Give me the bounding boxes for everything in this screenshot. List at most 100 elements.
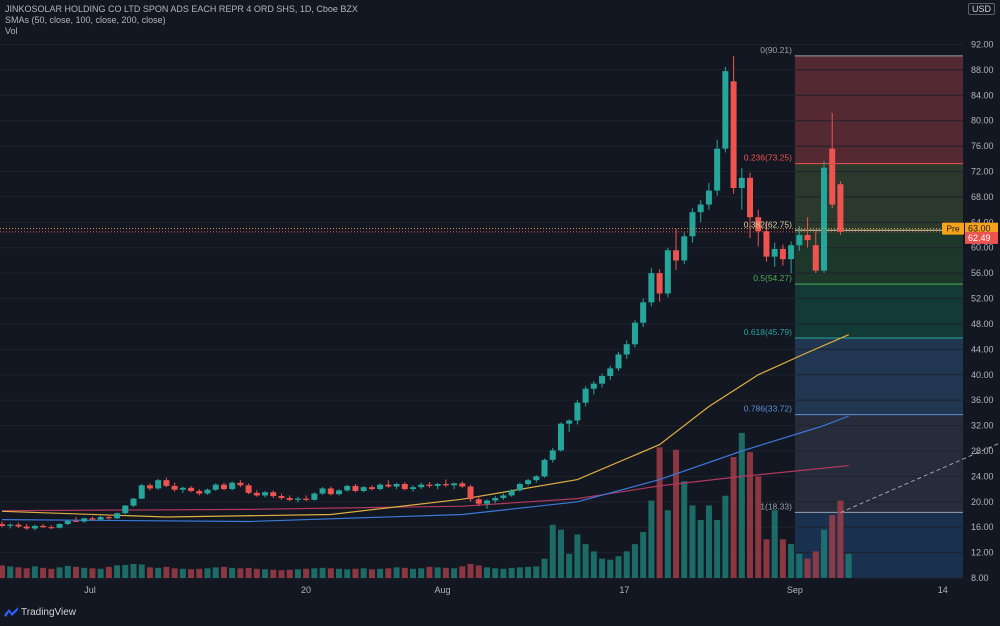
- candle-body: [705, 190, 712, 205]
- candle-body: [311, 493, 318, 500]
- volume-bar: [253, 568, 260, 578]
- volume-bar: [590, 551, 597, 578]
- candle-body: [237, 482, 244, 486]
- candle-body: [566, 420, 573, 424]
- volume-bar: [516, 567, 523, 578]
- volume-bar: [336, 568, 343, 578]
- candle-body: [245, 485, 252, 493]
- volume-bar: [697, 519, 704, 578]
- y-tick-label: 72.00: [971, 167, 994, 177]
- candle-body: [467, 486, 474, 500]
- candle-body: [146, 485, 153, 489]
- candle-body: [623, 344, 630, 355]
- volume-bar: [599, 558, 606, 578]
- y-tick-label: 64.00: [971, 217, 994, 227]
- volume-bar: [837, 500, 844, 578]
- volume-bar: [171, 568, 178, 578]
- volume-bar: [549, 524, 556, 578]
- volume-bar: [664, 510, 671, 578]
- volume-bar: [426, 566, 433, 578]
- fib-zone: [794, 512, 963, 578]
- volume-bar: [640, 532, 647, 578]
- volume-bar: [368, 569, 375, 578]
- volume-bar: [105, 566, 112, 578]
- candle-body: [0, 524, 5, 526]
- candle-body: [516, 484, 523, 491]
- currency-badge[interactable]: USD: [968, 3, 996, 15]
- candle-body: [122, 505, 129, 514]
- volume-bar: [673, 449, 680, 578]
- candle-body: [72, 520, 79, 522]
- volume-bar: [311, 568, 318, 578]
- volume-bar: [648, 500, 655, 578]
- candle-body: [410, 487, 416, 490]
- candle-body: [179, 487, 186, 490]
- candle-body: [508, 490, 515, 496]
- candle-body: [730, 81, 737, 189]
- x-tick-label: 17: [619, 585, 629, 595]
- fib-zone: [794, 55, 963, 164]
- candle-body: [294, 498, 301, 500]
- volume-bar: [385, 568, 392, 578]
- candle-body: [796, 235, 803, 246]
- volume-bar: [796, 553, 803, 578]
- candle-body: [779, 249, 786, 260]
- candle-body: [656, 273, 663, 294]
- candle-body: [393, 484, 400, 487]
- volume-bar: [15, 567, 22, 578]
- candle-body: [557, 423, 564, 451]
- candle-body: [549, 450, 556, 460]
- sma-legend[interactable]: SMAs (50, close, 100, close, 200, close): [5, 15, 166, 25]
- volume-bar: [0, 565, 5, 578]
- candle-body: [533, 476, 540, 481]
- y-tick-label: 56.00: [971, 268, 994, 278]
- volume-bar: [714, 519, 721, 578]
- candle-body: [451, 483, 458, 486]
- volume-bar: [418, 568, 425, 578]
- candle-body: [278, 496, 285, 498]
- volume-legend[interactable]: Vol: [5, 26, 18, 36]
- volume-bar: [681, 481, 688, 578]
- y-tick-label: 88.00: [971, 65, 994, 75]
- fib-level-label: 0.382(62.75): [744, 219, 792, 229]
- candle-body: [714, 148, 721, 191]
- fib-level-label: 1(18.33): [760, 501, 792, 511]
- volume-bar: [492, 568, 499, 578]
- candle-body: [747, 177, 754, 218]
- volume-bar: [755, 476, 762, 578]
- candle-body: [336, 490, 343, 495]
- candle-body: [434, 484, 441, 486]
- volume-bar: [508, 567, 515, 578]
- candle-body: [837, 184, 844, 232]
- candle-body: [262, 492, 269, 496]
- volume-bar: [163, 566, 170, 578]
- volume-bar: [738, 432, 745, 578]
- candle-body: [56, 524, 63, 528]
- y-tick-label: 24.00: [971, 471, 994, 481]
- candle-body: [220, 484, 227, 490]
- candle-body: [483, 500, 490, 504]
- volume-bar: [689, 505, 696, 578]
- tradingview-logo[interactable]: TradingView: [4, 606, 76, 618]
- candle-body: [31, 525, 38, 529]
- chart-legend: JINKOSOLAR HOLDING CO LTD SPON ADS EACH …: [5, 4, 358, 37]
- volume-bar: [845, 553, 852, 578]
- volume-bar: [229, 567, 236, 578]
- volume-bar: [286, 569, 293, 578]
- volume-bar: [377, 568, 384, 578]
- volume-bar: [574, 534, 581, 578]
- candle-body: [270, 492, 277, 497]
- y-axis: 92.00 88.00 84.00 80.00 76.00 72.00 68.00 64.00…: [971, 40, 994, 584]
- volume-bar: [278, 570, 285, 578]
- volume-bar: [114, 565, 121, 578]
- volume-bar: [31, 566, 38, 578]
- volume-bar: [771, 510, 778, 578]
- volume-bar: [705, 505, 712, 578]
- volume-bar: [262, 569, 269, 578]
- candle-body: [771, 249, 778, 257]
- volume-bar: [607, 559, 614, 578]
- volume-bar: [533, 566, 540, 578]
- candle-body: [229, 482, 236, 490]
- volume-bar: [352, 568, 359, 578]
